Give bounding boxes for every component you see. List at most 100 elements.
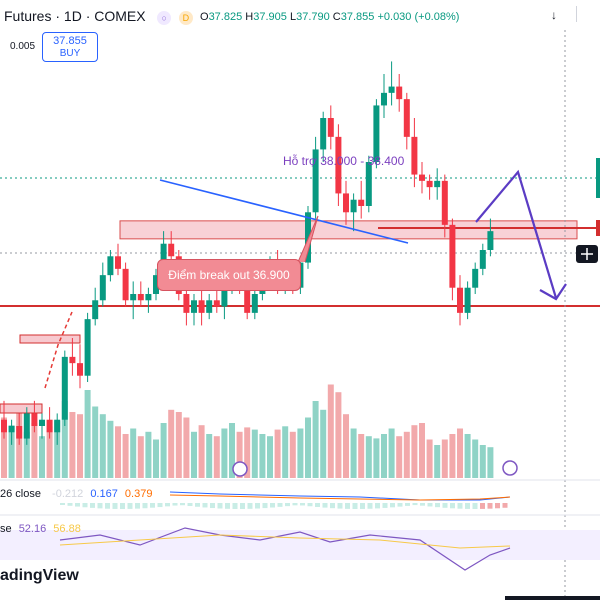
candle-body — [191, 300, 197, 313]
macd-bar — [270, 503, 275, 508]
macd-bar — [427, 503, 433, 507]
candle-body — [31, 413, 38, 426]
candle-body — [145, 294, 152, 301]
volume-bar — [487, 447, 494, 478]
volume-bar — [419, 423, 425, 478]
macd-bar — [292, 503, 298, 506]
rsi-band — [0, 530, 600, 560]
symbol-header[interactable]: Futures · 1D · COMEX ○ D — [4, 8, 193, 25]
candle-body — [251, 294, 258, 313]
macd-bar — [90, 503, 95, 508]
macd-bar — [67, 503, 73, 506]
volume-bar — [449, 434, 456, 478]
macd-bar — [135, 503, 140, 509]
macd-bar — [360, 503, 365, 509]
level-marker-right — [596, 220, 600, 236]
volume-bar — [198, 425, 205, 478]
buy-button[interactable]: 37.855 BUY — [42, 32, 98, 62]
macd-bar — [345, 503, 350, 509]
candle-body — [396, 86, 403, 100]
candle-body — [305, 212, 311, 263]
volume-bar — [99, 414, 106, 478]
macd-bar — [412, 503, 418, 506]
macd-bar — [487, 503, 493, 509]
rsi-legend: se 52.16 56.88 — [0, 523, 81, 535]
macd-legend: 26 close -0.212 0.167 0.379 — [0, 488, 152, 500]
candle-body — [69, 356, 76, 364]
support-label: Hỗ trợ 38.000 - 38.400 — [283, 154, 405, 168]
macd-bar — [195, 503, 200, 507]
volume-bar — [229, 423, 235, 478]
descending-trendline — [159, 179, 409, 244]
macd-bar — [307, 503, 313, 507]
buy-label: BUY — [59, 48, 81, 59]
volume-bar — [312, 401, 319, 478]
volume-bar — [244, 427, 251, 478]
spread-value: 0.005 — [10, 41, 36, 52]
candle-body — [122, 268, 129, 301]
volume-bars — [1, 384, 494, 478]
candle-body — [77, 363, 83, 376]
macd-bar — [495, 503, 500, 509]
macd-bar — [247, 503, 253, 509]
volume-bar — [343, 414, 349, 478]
macd-bar — [187, 503, 193, 507]
volume-bar — [122, 434, 129, 478]
volume-bar — [213, 436, 220, 478]
volume-bar — [441, 439, 448, 478]
volume-bar — [434, 445, 441, 478]
candle-body — [92, 300, 99, 320]
macd-bar — [142, 503, 148, 509]
candle-body — [449, 224, 456, 288]
high-value: 37.905 — [253, 11, 287, 23]
macd-bar — [480, 503, 485, 509]
candle-body — [54, 419, 61, 433]
macd-bar — [150, 503, 155, 508]
candle-body — [16, 426, 23, 439]
rsi-line — [59, 527, 511, 571]
macd-bar — [420, 503, 425, 506]
candle-body — [472, 268, 479, 288]
candle-body — [99, 275, 106, 301]
download-icon[interactable]: ↓ — [551, 8, 557, 22]
macd-bar — [465, 503, 470, 509]
volume-bar — [175, 412, 182, 478]
volume-bar — [206, 434, 213, 478]
candle-body — [213, 300, 220, 307]
candle-body — [335, 136, 342, 194]
candle-body — [464, 287, 471, 313]
candle-body — [1, 419, 7, 433]
callout-pointer — [297, 215, 319, 263]
candle-body — [206, 300, 213, 313]
macd-bar — [382, 503, 388, 508]
volume-bar — [115, 426, 121, 478]
candle-body — [388, 86, 395, 93]
macd-bar — [232, 503, 238, 509]
volume-bar — [221, 428, 228, 478]
candle-body — [320, 118, 327, 150]
macd-bar — [157, 503, 163, 508]
volume-bar — [251, 429, 258, 478]
candle-body — [487, 231, 494, 250]
macd-bar — [330, 503, 335, 509]
macd-bar — [225, 503, 230, 509]
candle-body — [221, 287, 228, 307]
macd-bar — [472, 503, 478, 509]
rsi-value-1: 52.16 — [18, 523, 47, 535]
macd-bar — [75, 503, 80, 507]
dashed-breakout-path — [44, 311, 73, 389]
candle-body — [365, 162, 372, 206]
candle-body — [183, 294, 190, 313]
macd-label: 26 close — [0, 488, 41, 500]
volume-bar — [236, 431, 243, 478]
lightning-icon — [502, 460, 518, 476]
volume-bar — [61, 401, 68, 478]
breakout-callout[interactable]: Điểm break out 36.900 — [157, 259, 301, 291]
volume-bar — [396, 436, 403, 478]
macd-bar — [262, 503, 268, 509]
more-icon[interactable] — [576, 6, 597, 22]
market-status-icon: ○ — [157, 10, 172, 25]
symbol-title[interactable]: Futures · 1D · COMEX — [4, 8, 146, 24]
candle-body — [153, 275, 159, 294]
